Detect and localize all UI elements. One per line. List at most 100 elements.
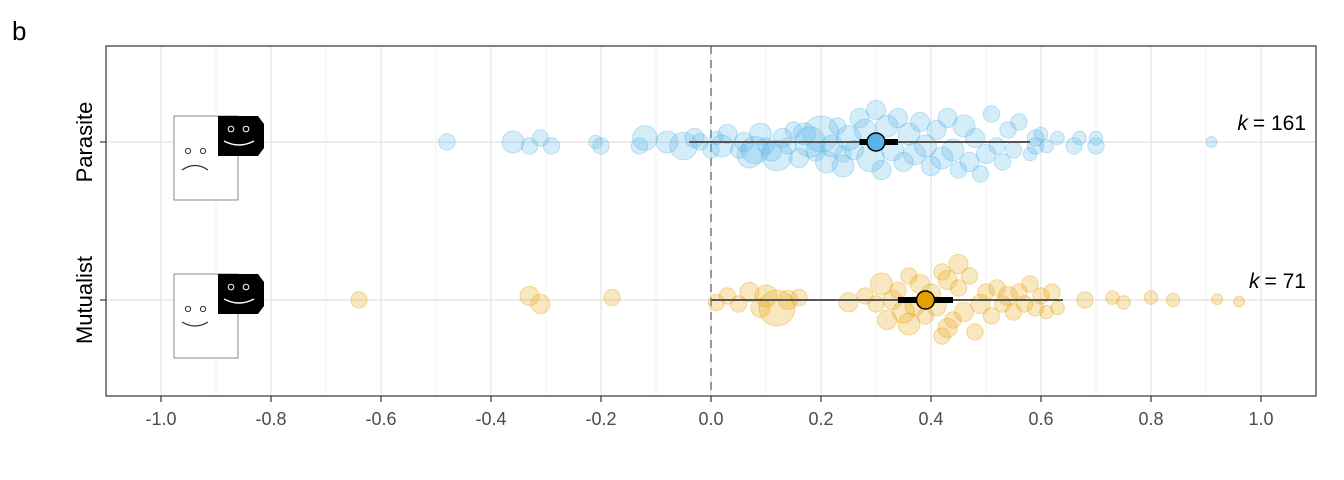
eye (242, 283, 250, 291)
effect-point (949, 161, 968, 179)
effect-point (941, 138, 965, 162)
effect-point (900, 267, 918, 285)
effect-point (831, 154, 855, 178)
effect-point (948, 253, 969, 275)
effect-point (1087, 137, 1105, 155)
effect-point (1043, 283, 1061, 301)
k-label: k = 71 (1249, 270, 1306, 293)
effect-point (937, 317, 958, 339)
effect-point (893, 151, 914, 173)
eye (199, 147, 207, 155)
effect-point (603, 288, 621, 307)
panel-label: b (12, 16, 27, 46)
k-value: = 71 (1265, 270, 1306, 293)
effect-point (754, 284, 778, 308)
frown-face-with-black-smile-face-icon (173, 115, 264, 201)
symbiont-tag (218, 116, 264, 156)
mean-estimate (915, 290, 936, 310)
x-tick-label: 0.6 (1028, 409, 1053, 429)
effect-point (897, 312, 921, 336)
effect-point (1072, 130, 1087, 146)
confidence-intervals (689, 132, 1063, 310)
eye (199, 305, 207, 313)
effect-point (975, 143, 997, 165)
x-tick-label: -1.0 (145, 409, 176, 429)
x-tick-label: -0.6 (365, 409, 396, 429)
effect-point (933, 263, 951, 281)
effect-point (1026, 137, 1045, 155)
effect-point (865, 99, 887, 121)
effect-point (1039, 304, 1054, 320)
effect-point (1010, 113, 1028, 131)
effect-point (1105, 290, 1120, 305)
y-axis: Parasite Mutualist (72, 102, 106, 344)
y-category-label: Parasite (72, 102, 97, 183)
effect-point (717, 123, 738, 145)
x-tick-label: 0.8 (1138, 409, 1163, 429)
effect-point (749, 122, 772, 146)
effect-point (966, 323, 984, 341)
effect-point (632, 125, 658, 151)
effect-point (1205, 136, 1218, 148)
effect-point (988, 137, 1006, 155)
effect-point (1050, 300, 1065, 316)
x-tick-label: 0.0 (698, 409, 723, 429)
effect-point (835, 125, 862, 151)
effect-point (1076, 291, 1094, 309)
effect-point (1033, 126, 1049, 142)
eye (227, 125, 235, 133)
effect-point (815, 150, 838, 174)
effect-point (531, 129, 550, 147)
k-value: = 161 (1253, 112, 1306, 135)
x-tick-label: 0.2 (808, 409, 833, 429)
effect-point (1233, 295, 1245, 308)
effect-point (849, 107, 870, 129)
k-symbol: k (1237, 112, 1249, 135)
effect-point (1088, 130, 1104, 146)
effect-point (867, 295, 885, 313)
effect-point (1039, 138, 1054, 154)
x-axis: -1.0 -0.8 -0.6 -0.4 -0.2 0.0 0.2 0.4 0.6 0.8 1.0 (145, 396, 1274, 429)
effect-point (630, 137, 649, 155)
y-category-label: Mutualist (72, 256, 97, 344)
effect-point (790, 288, 808, 307)
effect-point (838, 292, 859, 313)
effect-point (655, 130, 679, 154)
effect-point (937, 107, 958, 129)
eye (227, 283, 235, 291)
x-tick-label: -0.8 (255, 409, 286, 429)
k-symbol: k (1249, 270, 1261, 293)
effect-point (926, 119, 947, 141)
eye (184, 305, 192, 313)
effect-point (750, 297, 771, 319)
effect-point (592, 137, 610, 155)
effect-point (914, 134, 937, 158)
effect-point (1065, 137, 1083, 155)
effect-point (1116, 295, 1131, 310)
effect-point (952, 114, 976, 138)
effect-point (988, 279, 1006, 297)
effect-point (887, 107, 909, 129)
eye (184, 147, 192, 155)
effect-point (875, 114, 899, 138)
points-parasite (438, 99, 1218, 183)
effect-point (530, 293, 551, 315)
effect-point (542, 137, 561, 155)
effect-point (519, 285, 540, 307)
mouth (223, 298, 255, 304)
group-icons (173, 115, 264, 359)
effect-point (999, 121, 1017, 139)
effect-point (520, 137, 539, 155)
effect-point (889, 281, 907, 300)
effect-point (788, 147, 810, 169)
mouth (181, 164, 209, 171)
effect-point (740, 135, 770, 165)
effect-point (1022, 146, 1038, 162)
effect-point (1211, 293, 1223, 306)
effect-point (761, 139, 793, 172)
effect-point (1050, 130, 1065, 146)
effect-point (933, 327, 951, 345)
effect-point (820, 134, 844, 158)
